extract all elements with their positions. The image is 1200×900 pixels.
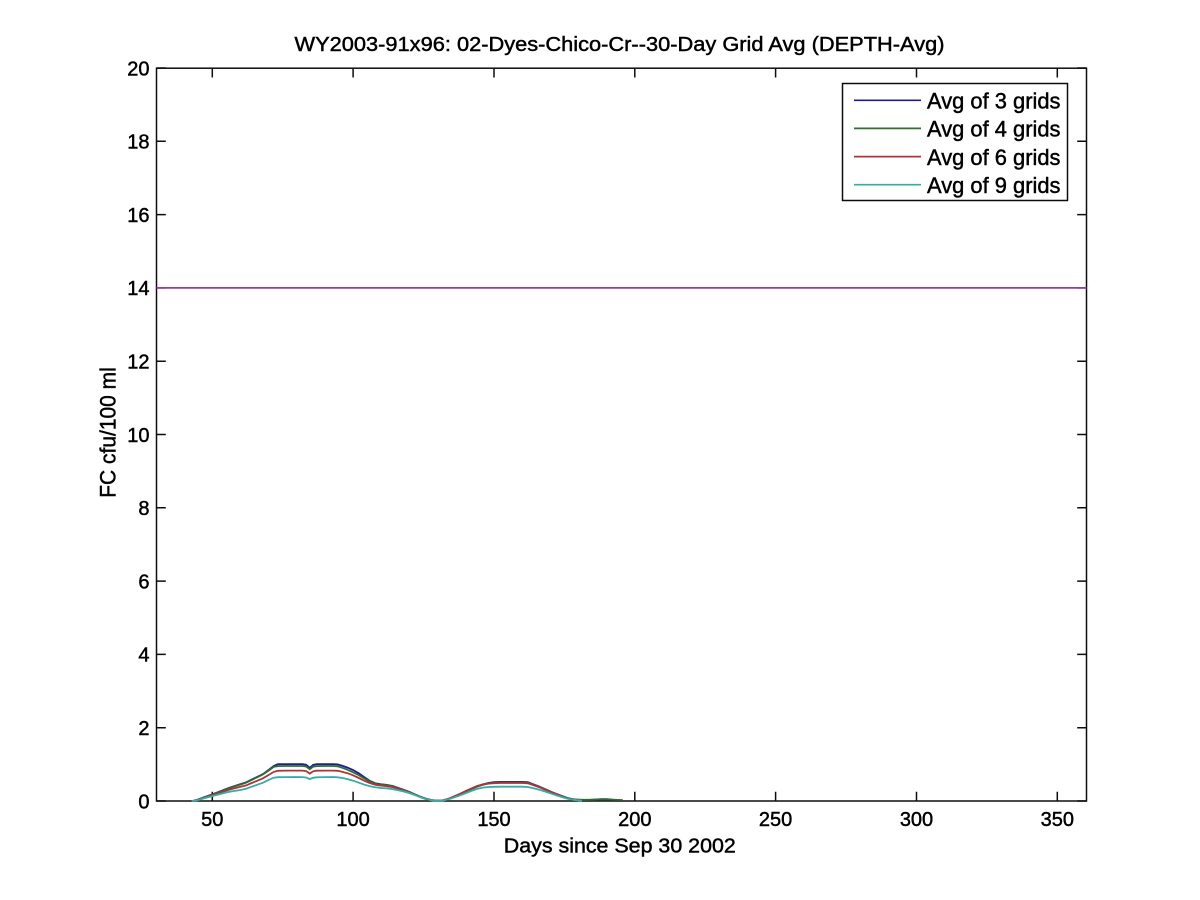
svg-text:150: 150 — [477, 809, 510, 831]
svg-text:FC cfu/100 ml: FC cfu/100 ml — [96, 367, 121, 498]
svg-text:50: 50 — [201, 809, 223, 831]
svg-text:Days since Sep 30 2002: Days since Sep 30 2002 — [504, 836, 736, 858]
svg-text:Avg of 6 grids: Avg of 6 grids — [927, 145, 1061, 170]
svg-text:0: 0 — [138, 791, 149, 813]
svg-text:WY2003-91x96: 02-Dyes-Chico-Cr: WY2003-91x96: 02-Dyes-Chico-Cr--30-Day G… — [295, 34, 945, 56]
svg-text:Avg of 3 grids: Avg of 3 grids — [927, 89, 1061, 114]
svg-text:100: 100 — [336, 809, 369, 831]
svg-text:Avg of 9 grids: Avg of 9 grids — [927, 173, 1061, 198]
svg-text:18: 18 — [127, 132, 149, 154]
svg-text:16: 16 — [127, 205, 149, 227]
svg-text:14: 14 — [127, 278, 149, 300]
svg-text:8: 8 — [138, 498, 149, 520]
svg-text:300: 300 — [900, 809, 933, 831]
svg-text:20: 20 — [127, 58, 149, 80]
svg-text:350: 350 — [1041, 809, 1074, 831]
svg-text:10: 10 — [127, 425, 149, 447]
svg-text:12: 12 — [127, 352, 149, 374]
svg-text:6: 6 — [138, 571, 149, 593]
svg-text:4: 4 — [138, 645, 149, 667]
svg-text:200: 200 — [618, 809, 651, 831]
svg-text:250: 250 — [759, 809, 792, 831]
svg-text:Avg of 4 grids: Avg of 4 grids — [927, 117, 1061, 142]
svg-text:2: 2 — [138, 718, 149, 740]
